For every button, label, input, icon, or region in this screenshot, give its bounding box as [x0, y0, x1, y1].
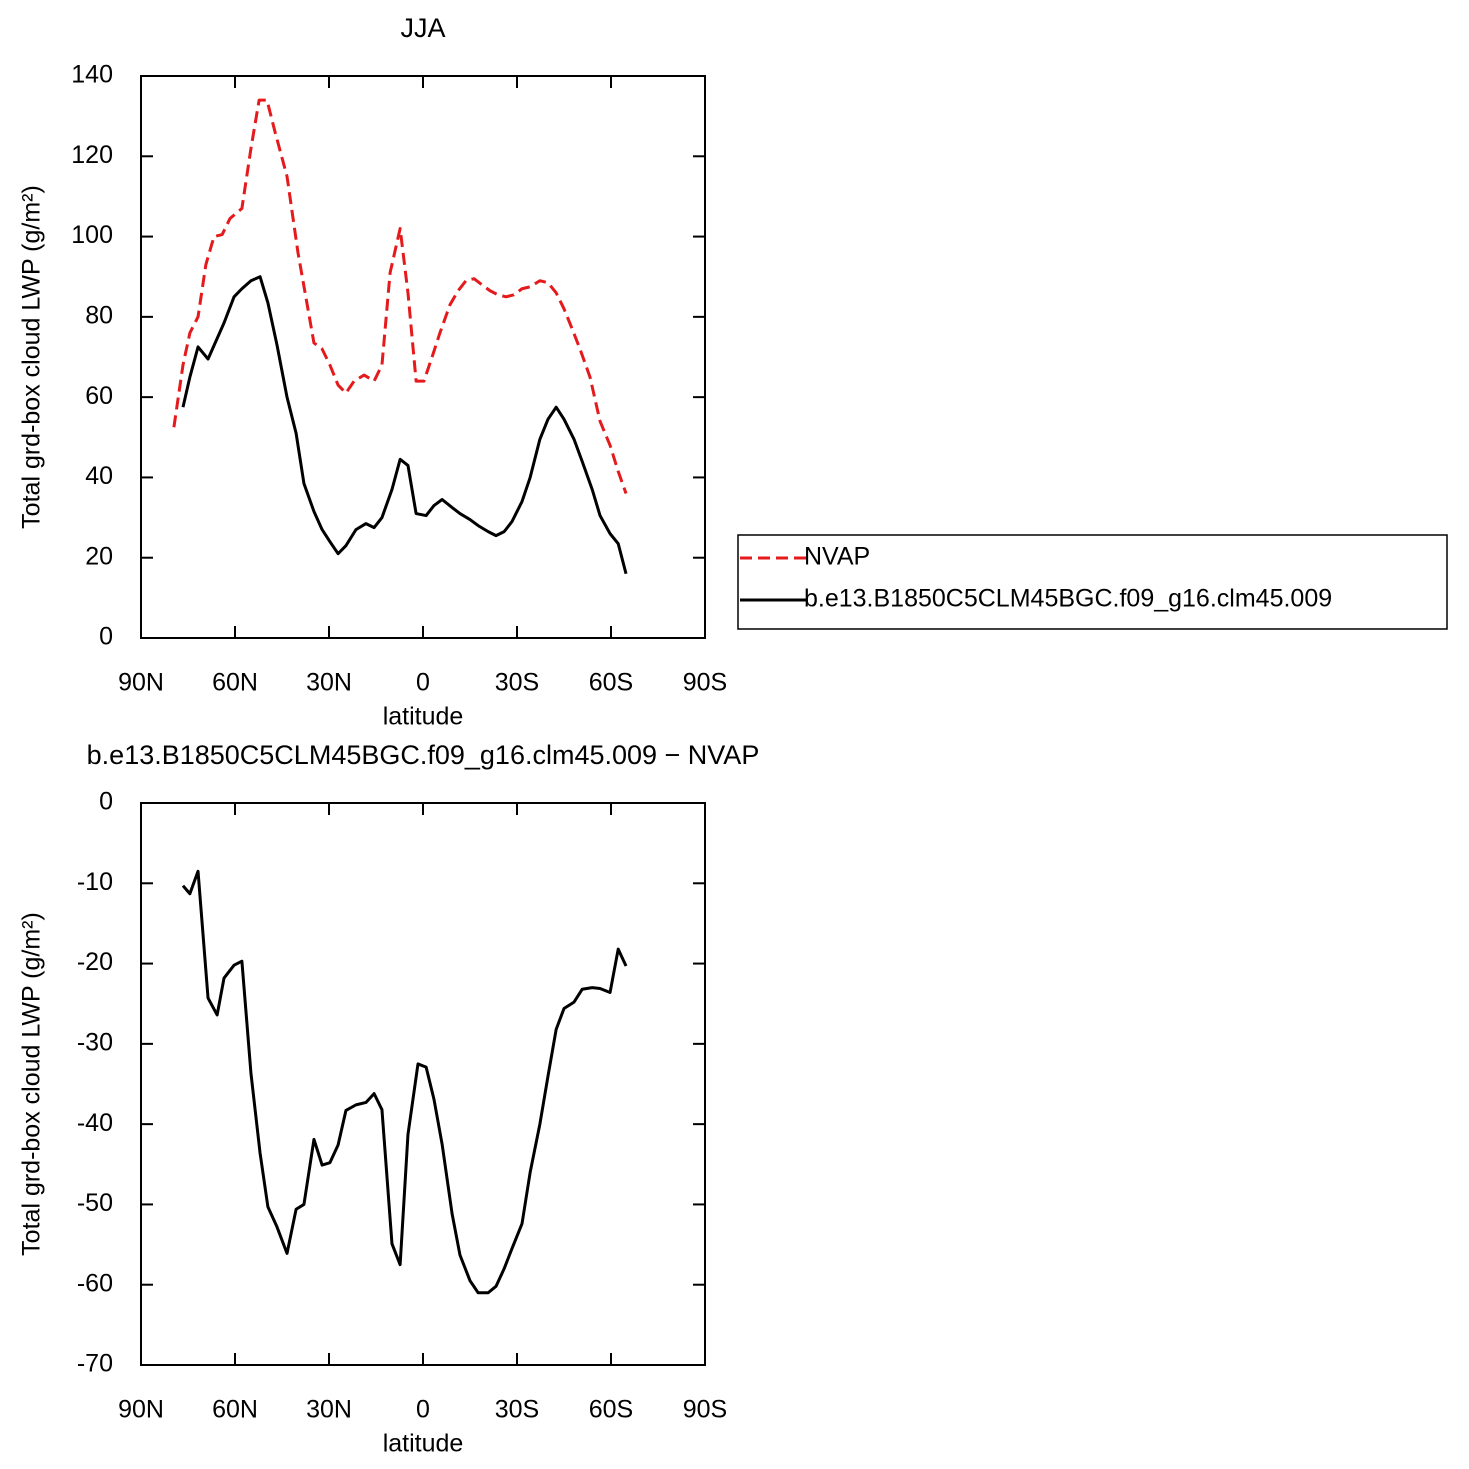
- x-tick-label: 60N: [212, 1396, 258, 1424]
- x-tick-label: 60N: [212, 669, 258, 697]
- x-tick-label: 60S: [589, 1396, 633, 1424]
- x-tick-label: 30N: [306, 669, 352, 697]
- x-tick-label: 0: [416, 669, 430, 697]
- chart-title: b.e13.B1850C5CLM45BGC.f09_g16.clm45.009 …: [87, 740, 760, 770]
- x-tick-label: 0: [416, 1396, 430, 1424]
- y-tick-label: 40: [85, 462, 113, 490]
- y-tick-label: -60: [77, 1269, 113, 1297]
- plot-frame: [140, 75, 706, 639]
- data-line: [181, 275, 628, 575]
- legend-label: b.e13.B1850C5CLM45BGC.f09_g16.clm45.009: [804, 585, 1332, 613]
- legend-label: NVAP: [804, 543, 870, 571]
- data-line: [181, 869, 628, 1295]
- y-tick-label: 80: [85, 301, 113, 329]
- y-tick-label: 20: [85, 542, 113, 570]
- x-tick-label: 90N: [118, 669, 164, 697]
- y-tick-label: -40: [77, 1109, 113, 1137]
- x-axis-label: latitude: [383, 1430, 464, 1458]
- legend: NVAP b.e13.B1850C5CLM45BGC.f09_g16.clm45.…: [737, 534, 1448, 630]
- x-tick-label: 30S: [495, 1396, 539, 1424]
- x-tick-label: 30S: [495, 669, 539, 697]
- data-line: [172, 98, 628, 494]
- y-tick-label: 0: [99, 623, 113, 651]
- x-axis-label: latitude: [383, 703, 464, 731]
- y-tick-label: -30: [77, 1028, 113, 1056]
- y-axis-label: Total grd-box cloud LWP (g/m²): [18, 912, 46, 1256]
- x-tick-label: 90S: [683, 1396, 727, 1424]
- legend-box: [737, 534, 1448, 630]
- chart-title: JJA: [400, 13, 445, 43]
- y-tick-label: 100: [71, 221, 113, 249]
- x-tick-label: 30N: [306, 1396, 352, 1424]
- y-axis-label: Total grd-box cloud LWP (g/m²): [18, 185, 46, 529]
- y-tick-label: -10: [77, 868, 113, 896]
- y-tick-label: -70: [77, 1350, 113, 1378]
- x-tick-label: 90N: [118, 1396, 164, 1424]
- y-tick-label: 120: [71, 141, 113, 169]
- y-tick-label: 0: [99, 788, 113, 816]
- x-tick-label: 90S: [683, 669, 727, 697]
- x-tick-label: 60S: [589, 669, 633, 697]
- plot-frame: [140, 802, 706, 1366]
- y-tick-label: 60: [85, 382, 113, 410]
- y-tick-label: -20: [77, 948, 113, 976]
- y-tick-label: -50: [77, 1189, 113, 1217]
- y-tick-label: 140: [71, 61, 113, 89]
